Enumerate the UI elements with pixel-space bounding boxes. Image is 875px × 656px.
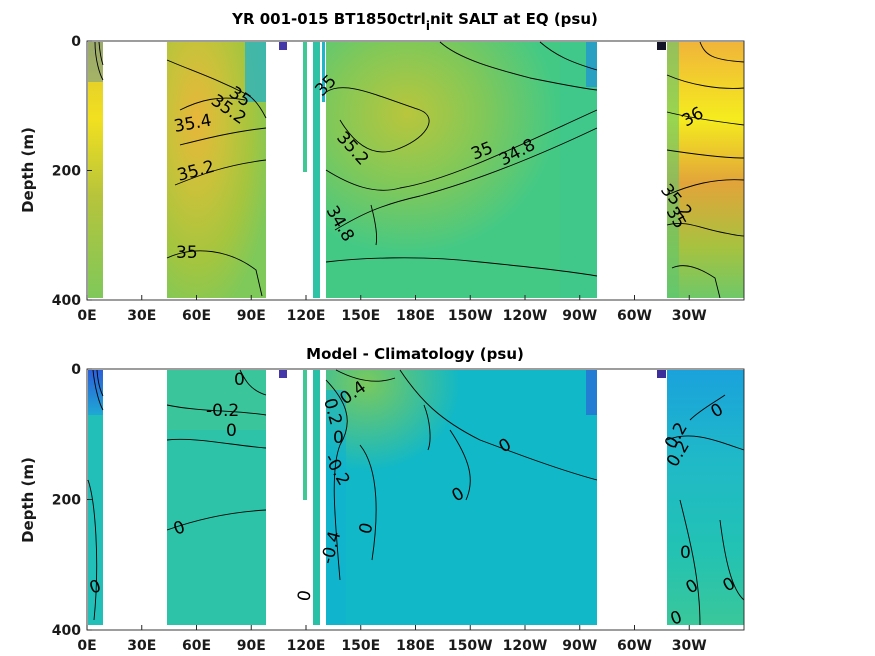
contour-label: 0	[356, 521, 378, 537]
y-tick-label: 400	[52, 293, 81, 309]
y-tick-label: 0	[71, 362, 81, 378]
x-tick-label: 150E	[341, 308, 380, 324]
x-tick-label: 120E	[287, 638, 326, 654]
contour-label: 0	[234, 370, 245, 390]
panel-salinity: YR 001-015 BT1850ctrlinit SALT at EQ (ps…	[19, 10, 745, 324]
x-tick-label: 60W	[617, 638, 652, 654]
x-tick-label: 30W	[672, 638, 707, 654]
contour-label: 35	[176, 243, 198, 263]
x-tick-label: 60W	[617, 308, 652, 324]
y-axis-ticks: 0 200 400	[52, 34, 92, 309]
contour-lines	[87, 369, 745, 626]
panel-title: YR 001-015 BT1850ctrlinit SALT at EQ (ps…	[231, 10, 598, 33]
panel-difference: Model - Climatology (psu)	[19, 345, 745, 654]
x-axis-ticks: 0E 30E 60E 90E 120E 150E 180E 150W 120W 90W 60W 30W	[77, 625, 707, 654]
contour-label: 0	[294, 589, 316, 603]
x-tick-label: 180E	[396, 308, 435, 324]
title-tail: nit SALT at EQ (psu)	[430, 10, 598, 28]
x-tick-label: 120W	[503, 638, 548, 654]
x-tick-label: 120E	[287, 308, 326, 324]
x-tick-label: 90W	[562, 638, 597, 654]
x-tick-label: 180E	[396, 638, 435, 654]
panel-title: Model - Climatology (psu)	[306, 345, 524, 363]
y-tick-label: 200	[52, 493, 81, 509]
contour-label: 0	[333, 428, 344, 448]
x-tick-label: 120W	[503, 308, 548, 324]
x-tick-label: 150W	[448, 638, 493, 654]
x-tick-label: 0E	[77, 308, 96, 324]
y-tick-label: 200	[52, 164, 81, 180]
contour-label: 0	[680, 543, 691, 563]
x-tick-label: 60E	[182, 308, 211, 324]
x-tick-label: 90E	[237, 308, 266, 324]
y-tick-label: 0	[71, 34, 81, 50]
y-axis-label: Depth (m)	[19, 457, 37, 543]
x-tick-label: 90W	[562, 308, 597, 324]
y-axis-label: Depth (m)	[19, 127, 37, 213]
y-axis-ticks: 0 200 400	[52, 362, 92, 639]
x-tick-label: 30E	[127, 308, 156, 324]
title-subscript: i	[426, 19, 430, 33]
x-tick-label: 150E	[341, 638, 380, 654]
contour-label: 0	[226, 421, 237, 441]
contour-lines	[94, 41, 745, 299]
x-tick-label: 30W	[672, 308, 707, 324]
contour-label: -0.2	[206, 401, 239, 421]
x-tick-label: 30E	[127, 638, 156, 654]
x-tick-label: 0E	[77, 638, 96, 654]
heatmap-field	[88, 370, 744, 625]
y-tick-label: 400	[52, 623, 81, 639]
x-tick-label: 150W	[448, 308, 493, 324]
x-tick-label: 60E	[182, 638, 211, 654]
x-tick-label: 90E	[237, 638, 266, 654]
x-axis-ticks: 0E 30E 60E 90E 120E 150E 180E 150W 120W 90W 60W 30W	[77, 295, 707, 324]
title-main: YR 001-015 BT1850ctrl	[231, 10, 426, 28]
